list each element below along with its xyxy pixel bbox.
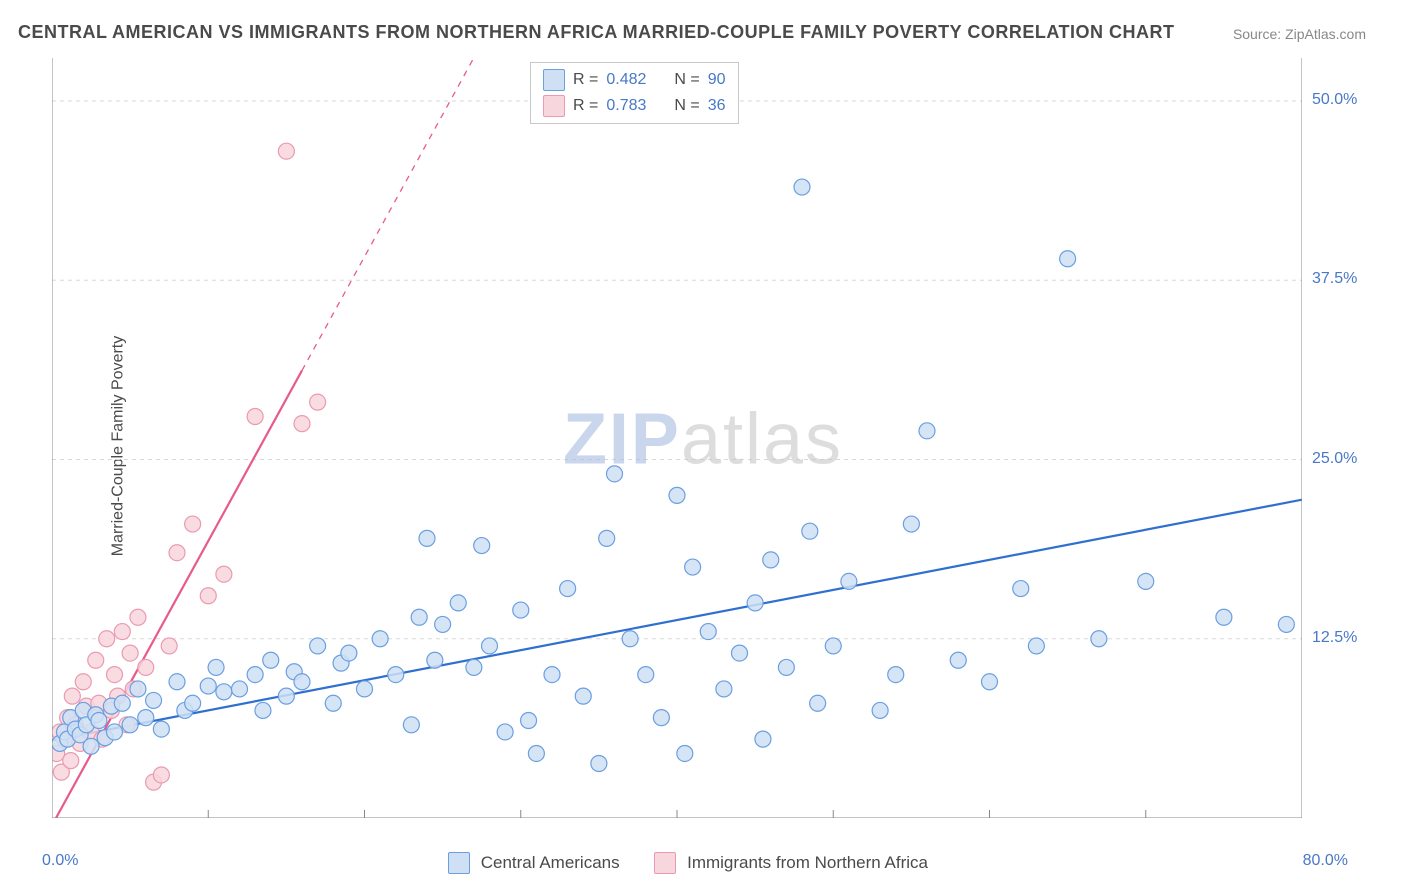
correlation-stats-box: R = 0.482 N = 90 R = 0.783 N = 36 xyxy=(530,62,739,124)
swatch-blue-icon xyxy=(543,69,565,91)
source-attribution: Source: ZipAtlas.com xyxy=(1233,26,1366,42)
r-label: R = xyxy=(573,67,598,93)
y-tick-label: 37.5% xyxy=(1312,270,1357,288)
bottom-legend: Central Americans Immigrants from Northe… xyxy=(0,852,1406,874)
scatter-plot xyxy=(52,58,1302,818)
n-value-blue: 90 xyxy=(708,67,726,93)
swatch-blue-icon xyxy=(448,852,470,874)
legend-label-pink: Immigrants from Northern Africa xyxy=(687,853,928,872)
stats-row-pink: R = 0.783 N = 36 xyxy=(543,93,726,119)
r-value-blue: 0.482 xyxy=(606,67,646,93)
r-value-pink: 0.783 xyxy=(606,93,646,119)
n-label: N = xyxy=(674,67,699,93)
chart-container: CENTRAL AMERICAN VS IMMIGRANTS FROM NORT… xyxy=(0,0,1406,892)
y-tick-label: 12.5% xyxy=(1312,629,1357,647)
swatch-pink-icon xyxy=(654,852,676,874)
swatch-pink-icon xyxy=(543,95,565,117)
legend-label-blue: Central Americans xyxy=(481,853,620,872)
stats-row-blue: R = 0.482 N = 90 xyxy=(543,67,726,93)
n-value-pink: 36 xyxy=(708,93,726,119)
n-label: N = xyxy=(674,93,699,119)
chart-title: CENTRAL AMERICAN VS IMMIGRANTS FROM NORT… xyxy=(18,22,1175,43)
y-tick-label: 25.0% xyxy=(1312,450,1357,468)
r-label: R = xyxy=(573,93,598,119)
y-tick-label: 50.0% xyxy=(1312,91,1357,109)
